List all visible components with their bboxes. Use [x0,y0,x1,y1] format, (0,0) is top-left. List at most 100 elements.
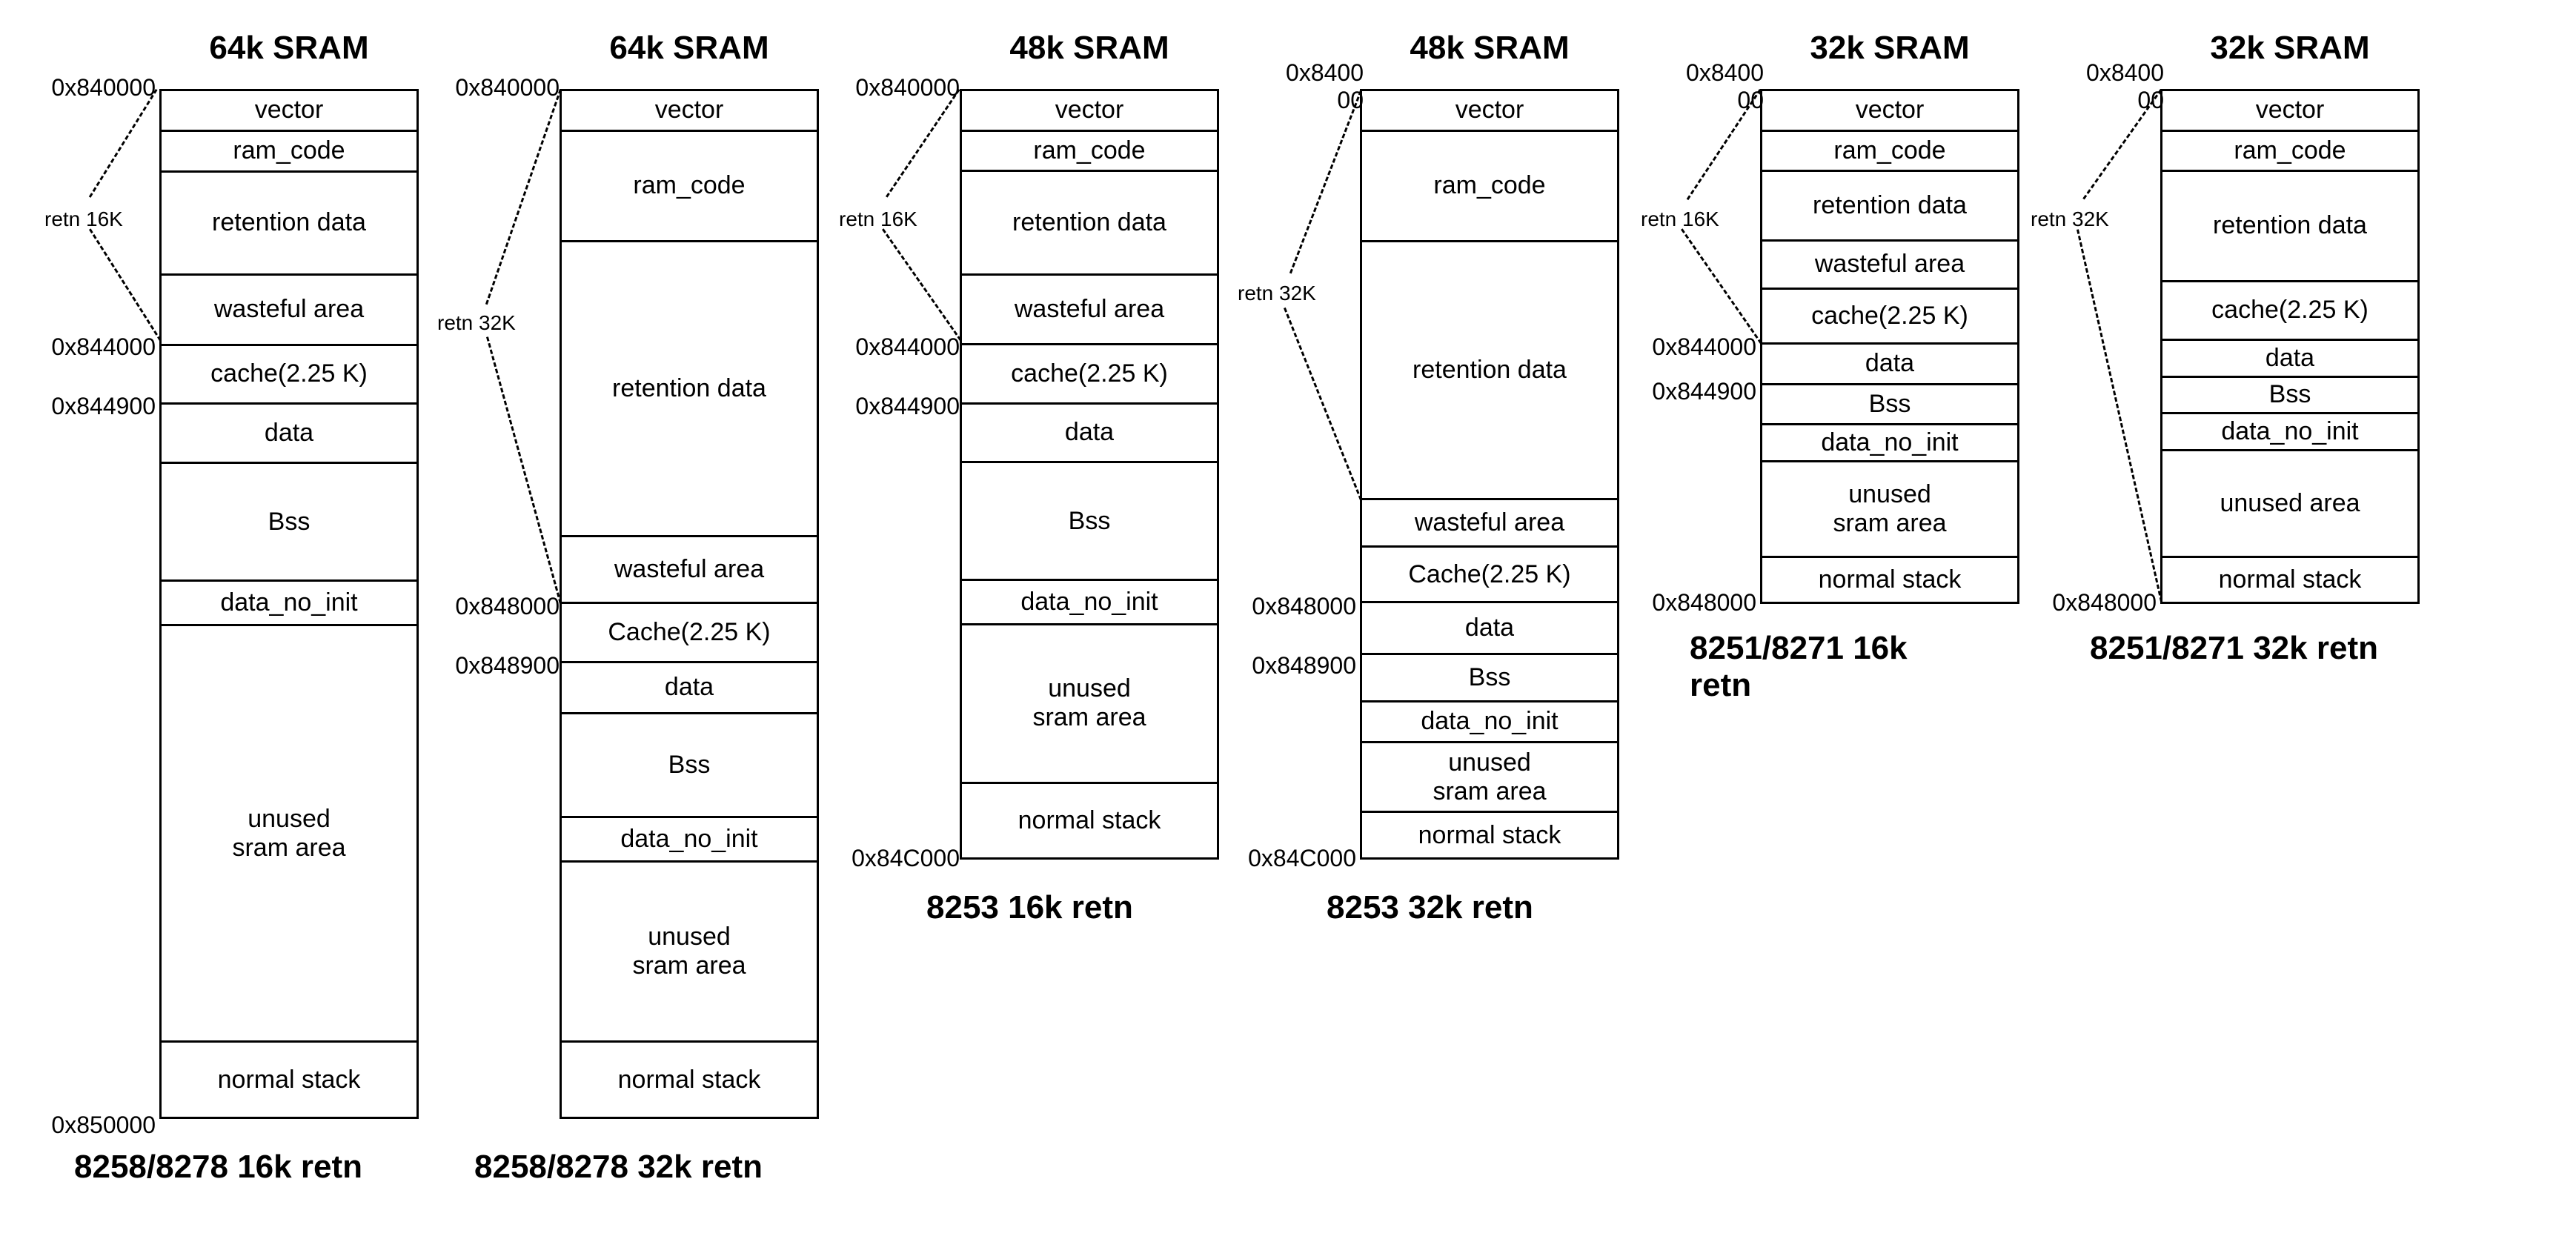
memory-segment: unused sram area [962,625,1217,784]
memory-segment: retention data [1362,242,1617,500]
retention-label: retn 16K [839,207,917,231]
memory-segment: retention data [962,172,1217,275]
address-label: 0x840000 [826,74,960,102]
memory-column: vectorram_coderetention datawasteful are… [1360,89,1619,860]
memory-segment: normal stack [162,1043,416,1117]
retention-label: retn 16K [1641,207,1719,231]
memory-segment: unused sram area [562,863,817,1043]
memory-segment: data_no_init [562,818,817,863]
dashed-connector [1284,308,1362,500]
column-title: 32k SRAM [1760,30,2019,67]
memory-segment: normal stack [1362,813,1617,857]
memory-column: vectorram_coderetention datacache(2.25 K… [2160,89,2420,604]
memory-segment: normal stack [2162,558,2417,602]
address-label: 0x840000 [22,74,156,102]
address-label: 0x844000 [826,333,960,361]
memory-segment: wasteful area [962,276,1217,345]
memory-segment: data_no_init [2162,414,2417,451]
address-label: 0x844000 [22,333,156,361]
address-label: 0x848000 [2023,589,2157,617]
address-label: 0x8400 00 [1630,59,1764,114]
memory-segment: Bss [1362,655,1617,703]
address-label: 0x844000 [1623,333,1756,361]
memory-segment: retention data [162,173,416,276]
address-label: 0x848900 [426,652,560,680]
dashed-connector [1289,90,1362,273]
memory-segment: data [1362,603,1617,655]
memory-segment: wasteful area [1362,500,1617,548]
memory-segment: wasteful area [562,537,817,604]
memory-segment: retention data [2162,172,2417,282]
address-label: 0x844900 [22,393,156,420]
address-label: 0x844900 [1623,378,1756,405]
memory-segment: ram_code [1762,132,2017,173]
memory-segment: cache(2.25 K) [1762,290,2017,345]
memory-segment: vector [1762,91,2017,132]
memory-column: vectorram_coderetention datawasteful are… [159,89,419,1119]
memory-segment: normal stack [1762,558,2017,602]
column-title: 32k SRAM [2160,30,2420,67]
address-label: 0x840000 [426,74,560,102]
memory-segment: cache(2.25 K) [162,346,416,405]
retention-label: retn 32K [1238,282,1316,305]
dashed-connector [886,89,960,198]
memory-segment: retention data [562,242,817,537]
memory-segment: wasteful area [162,276,416,346]
memory-column: vectorram_coderetention datawasteful are… [960,89,1219,860]
column-caption: 8253 32k retn [1327,889,1533,926]
address-label: 0x8400 00 [1230,59,1364,114]
memory-segment: vector [962,91,1217,132]
column-title: 48k SRAM [960,30,1219,67]
address-label: 0x848000 [426,593,560,620]
dashed-connector [89,228,162,341]
memory-column: vectorram_coderetention datawasteful are… [1760,89,2019,604]
memory-segment: Bss [162,464,416,582]
retention-label: retn 16K [44,207,123,231]
column-title: 48k SRAM [1360,30,1619,67]
memory-segment: Bss [1762,385,2017,426]
memory-segment: ram_code [162,132,416,173]
memory-segment: Bss [562,714,817,817]
address-label: 0x848900 [1223,652,1356,680]
memory-segment: data [1762,345,2017,385]
memory-segment: data_no_init [1762,425,2017,462]
memory-segment: vector [162,91,416,132]
memory-segment: ram_code [1362,132,1617,242]
dashed-connector [2077,229,2162,602]
memory-segment: unused sram area [1762,462,2017,558]
address-label: 0x850000 [22,1112,156,1139]
memory-map-diagram: 64k SRAM 8258/8278 16k retn retn 16K 0x8400… [15,15,2576,1224]
column-caption: 8253 16k retn [926,889,1133,926]
address-label: 0x84C000 [826,845,960,872]
retention-label: retn 32K [437,311,516,335]
column-caption: 8251/8271 16k retn [1690,630,1908,704]
dashed-connector [1681,228,1762,344]
memory-segment: wasteful area [1762,242,2017,289]
column-caption: 8251/8271 32k retn [2090,630,2378,667]
address-label: 0x8400 00 [2031,59,2164,114]
column-caption: 8258/8278 16k retn [74,1149,362,1186]
memory-segment: ram_code [562,132,817,242]
memory-segment: vector [2162,91,2417,132]
memory-segment: data [962,405,1217,464]
memory-segment: cache(2.25 K) [962,345,1217,405]
address-label: 0x848000 [1223,593,1356,620]
memory-segment: unused area [2162,451,2417,558]
dashed-connector [486,336,562,604]
memory-column: vectorram_coderetention datawasteful are… [560,89,819,1119]
retention-label: retn 32K [2031,207,2109,231]
memory-segment: ram_code [2162,132,2417,173]
column-title: 64k SRAM [560,30,819,67]
memory-segment: data_no_init [1362,702,1617,743]
column-title: 64k SRAM [159,30,419,67]
column-caption: 8258/8278 32k retn [474,1149,763,1186]
memory-segment: unused sram area [1362,743,1617,813]
memory-segment: data [162,405,416,464]
memory-segment: data_no_init [962,581,1217,625]
memory-segment: retention data [1762,172,2017,242]
address-label: 0x84C000 [1223,845,1356,872]
memory-segment: data [2162,341,2417,378]
memory-segment: Bss [2162,378,2417,415]
memory-segment: normal stack [562,1043,817,1117]
memory-segment: cache(2.25 K) [2162,282,2417,341]
